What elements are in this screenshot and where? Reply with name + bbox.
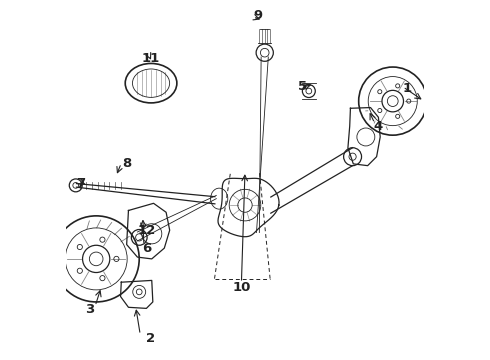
Text: 9: 9	[253, 9, 262, 22]
Text: 12: 12	[137, 224, 155, 237]
Text: 7: 7	[76, 177, 85, 190]
Text: 6: 6	[142, 242, 151, 255]
Text: 5: 5	[298, 80, 307, 93]
Text: 4: 4	[374, 120, 383, 133]
Text: 2: 2	[147, 332, 156, 345]
Text: 1: 1	[402, 82, 412, 95]
Text: 10: 10	[232, 281, 250, 294]
Text: 3: 3	[85, 303, 95, 316]
Text: 11: 11	[142, 51, 160, 64]
Text: 8: 8	[122, 157, 131, 170]
